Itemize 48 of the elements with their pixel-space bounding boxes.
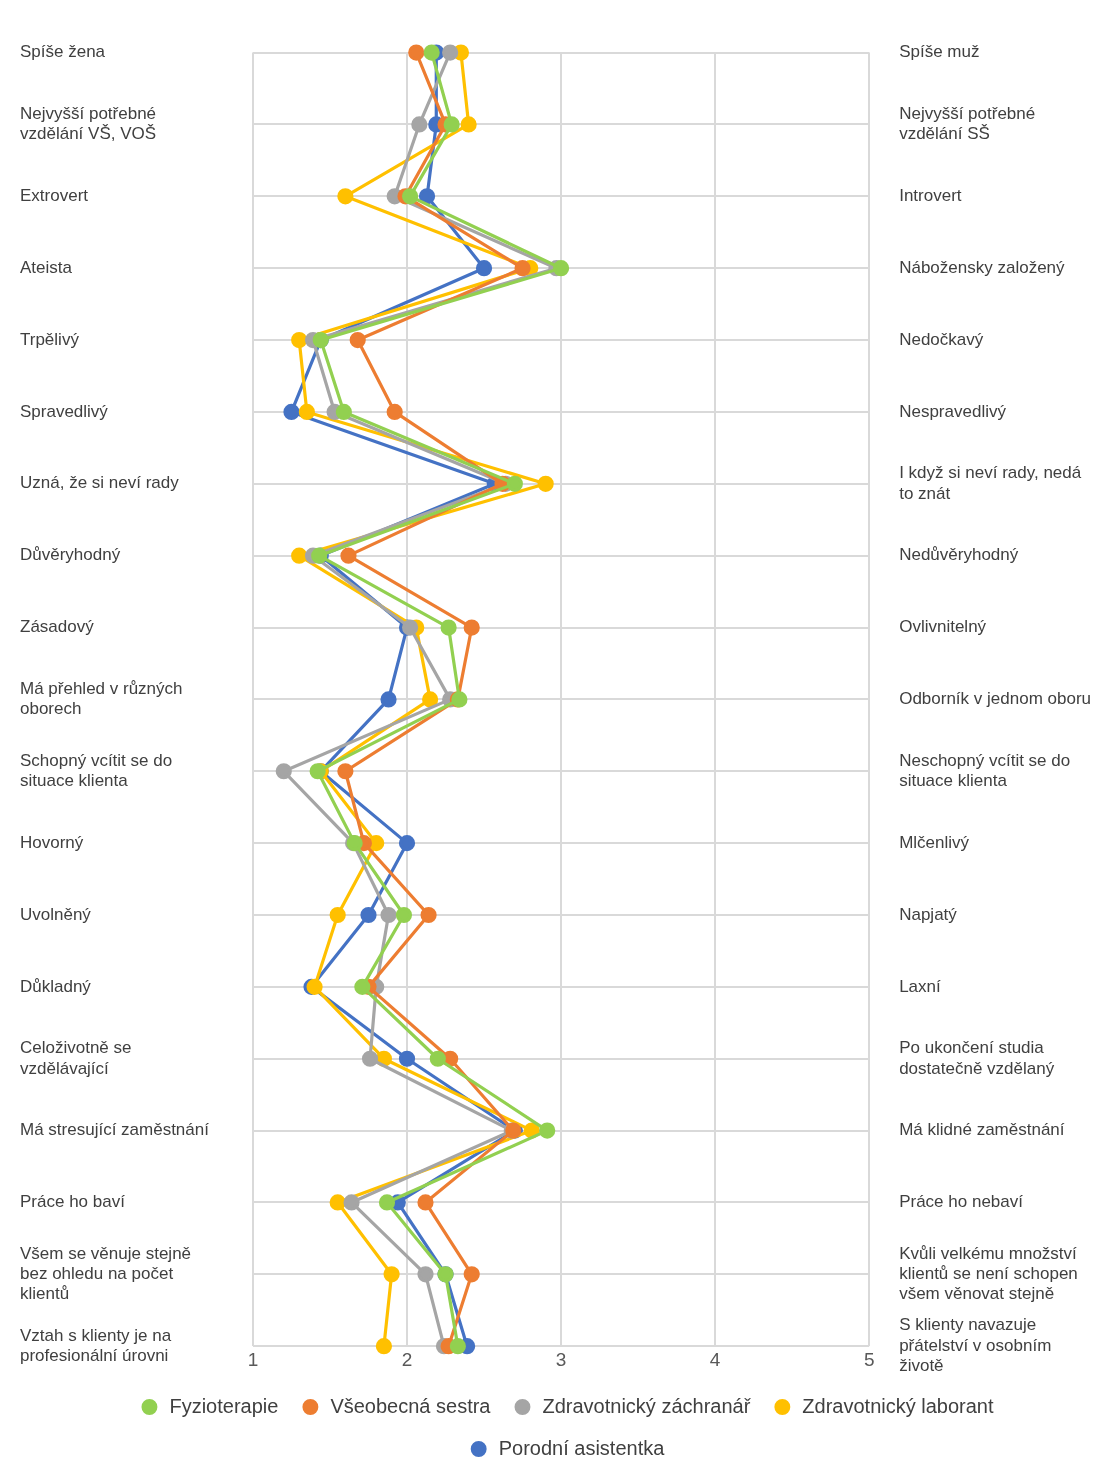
y-tick-label: Vztah s klienty je na profesionální úrovni <box>20 1325 172 1366</box>
y2-tick-label: Odborník v jednom oboru <box>899 689 1092 709</box>
y-tick-label: Zásadový <box>20 617 95 637</box>
x-tick-label: 5 <box>863 1348 875 1370</box>
y-tick-label: Důkladný <box>20 976 92 996</box>
y2-tick-label: Nedočkavý <box>899 329 984 349</box>
x-tick-label: 3 <box>555 1348 567 1370</box>
legend-label: Fyzioterapie <box>169 1394 279 1417</box>
y2-tick-label: Nespravedlivý <box>899 401 1007 421</box>
y-tick-label: Schopný vcítit se do situace klienta <box>20 750 173 791</box>
y2-tick-label: Laxní <box>899 976 942 996</box>
y2-tick-label: Po ukončení studia dostatečně vzdělaný <box>899 1038 1055 1078</box>
y2-tick-label: Neschopný vcítit se do situace klienta <box>899 750 1071 791</box>
y2-tick-label: I když si neví rady, nedá to znát <box>899 463 1082 503</box>
y-tick-label: Všem se věnuje stejně bez ohledu na počet klientů <box>20 1243 192 1304</box>
y-tick-label: Má přehled v různých oborech <box>20 678 183 719</box>
y2-tick-label: Napjatý <box>899 904 958 924</box>
y2-tick-label: Nedůvěryhodný <box>899 545 1019 565</box>
y-tick-label: Spíše žena <box>20 42 106 62</box>
y2-tick-label: Má klidné zaměstnání <box>899 1120 1065 1140</box>
y-tick-label: Extrovert <box>20 186 89 206</box>
legend-label: Zdravotnický laborant <box>802 1394 994 1417</box>
y-tick-label: Trpělivý <box>20 329 80 349</box>
y-tick-label: Spravedlivý <box>20 401 109 421</box>
y2-tick-label: Ovlivnitelný <box>899 617 987 637</box>
y-tick-label: Důvěryhodný <box>20 545 121 565</box>
y-tick-label: Práce ho baví <box>20 1192 126 1212</box>
y2-tick-label: Práce ho nebaví <box>899 1192 1024 1212</box>
y-tick-label: Má stresující zaměstnání <box>20 1120 210 1140</box>
x-tick-label: 4 <box>709 1348 721 1370</box>
y-tick-label: Uzná, že si neví rady <box>20 473 180 493</box>
legend-label: Všeobecná sestra <box>330 1394 492 1417</box>
legend-label: Porodní asistentka <box>498 1436 666 1459</box>
x-tick-label: 1 <box>247 1348 259 1370</box>
x-tick-label: 2 <box>401 1348 413 1370</box>
y2-tick-label: Spíše muž <box>899 42 980 62</box>
y2-tick-label: Nejvyšší potřebné vzdělání SŠ <box>899 103 1036 144</box>
y-tick-label: Ateista <box>20 257 73 277</box>
y2-tick-label: Mlčenlivý <box>899 832 970 852</box>
legend-label: Zdravotnický záchranář <box>542 1394 752 1417</box>
y2-tick-label: Nábožensky založený <box>899 257 1066 277</box>
y2-tick-label: Kvůli velkému množství klientů se není schopen všem věnovat stejně <box>899 1243 1078 1304</box>
y2-tick-label: S klienty navazuje přátelství v osobním životě <box>899 1315 1052 1376</box>
y-tick-label: Nejvyšší potřebné vzdělání VŠ, VOŠ <box>20 103 157 144</box>
y2-tick-label: Introvert <box>899 186 962 206</box>
y-tick-label: Uvolněný <box>20 904 92 924</box>
y-tick-label: Celoživotně se vzdělávající <box>20 1038 132 1078</box>
y-tick-label: Hovorný <box>20 832 84 852</box>
